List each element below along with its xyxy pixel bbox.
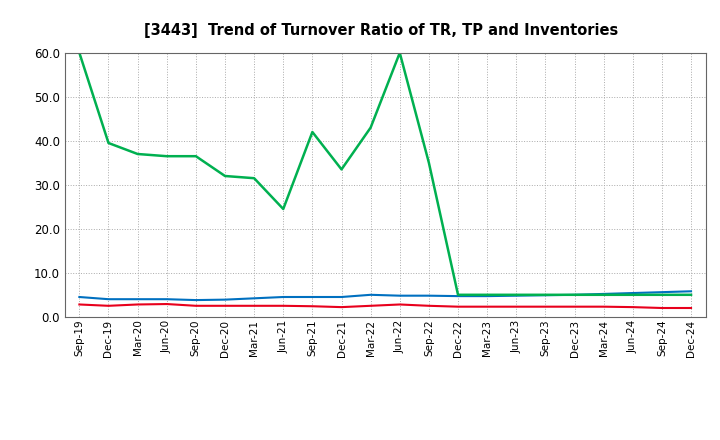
Trade Payables xyxy=(192,297,200,303)
Trade Payables xyxy=(250,296,258,301)
Trade Receivables xyxy=(483,304,492,309)
Trade Payables xyxy=(657,290,666,295)
Inventories xyxy=(366,125,375,130)
Trade Payables xyxy=(687,289,696,294)
Line: Trade Payables: Trade Payables xyxy=(79,291,691,300)
Inventories xyxy=(570,292,579,297)
Trade Payables xyxy=(308,294,317,300)
Trade Receivables xyxy=(629,304,637,310)
Trade Receivables xyxy=(104,303,113,308)
Line: Inventories: Inventories xyxy=(79,53,691,295)
Trade Receivables xyxy=(454,304,462,309)
Trade Payables xyxy=(220,297,229,302)
Inventories xyxy=(133,151,142,157)
Trade Payables xyxy=(454,293,462,299)
Trade Receivables xyxy=(133,302,142,307)
Inventories xyxy=(599,292,608,297)
Trade Payables xyxy=(512,293,521,298)
Trade Receivables xyxy=(75,302,84,307)
Trade Payables xyxy=(75,294,84,300)
Trade Receivables xyxy=(337,304,346,310)
Trade Receivables xyxy=(192,303,200,308)
Trade Receivables xyxy=(163,301,171,307)
Trade Payables xyxy=(599,291,608,297)
Trade Payables xyxy=(133,297,142,302)
Trade Payables xyxy=(425,293,433,298)
Trade Payables xyxy=(541,293,550,298)
Trade Receivables xyxy=(395,302,404,307)
Trade Payables xyxy=(570,292,579,297)
Trade Receivables xyxy=(366,303,375,308)
Trade Receivables xyxy=(220,303,229,308)
Trade Receivables xyxy=(512,304,521,309)
Inventories xyxy=(483,292,492,297)
Inventories xyxy=(512,292,521,297)
Inventories xyxy=(657,292,666,297)
Trade Receivables xyxy=(570,304,579,309)
Trade Receivables xyxy=(687,305,696,311)
Trade Payables xyxy=(395,293,404,298)
Trade Payables xyxy=(163,297,171,302)
Inventories xyxy=(425,160,433,165)
Inventories xyxy=(250,176,258,181)
Inventories xyxy=(454,292,462,297)
Trade Receivables xyxy=(250,303,258,308)
Inventories xyxy=(163,154,171,159)
Trade Receivables xyxy=(279,303,287,308)
Inventories xyxy=(308,129,317,135)
Inventories xyxy=(75,50,84,55)
Text: [3443]  Trend of Turnover Ratio of TR, TP and Inventories: [3443] Trend of Turnover Ratio of TR, TP… xyxy=(145,23,618,38)
Inventories xyxy=(192,154,200,159)
Trade Receivables xyxy=(308,304,317,309)
Inventories xyxy=(541,292,550,297)
Trade Payables xyxy=(483,293,492,299)
Trade Receivables xyxy=(425,303,433,308)
Inventories xyxy=(395,50,404,55)
Trade Payables xyxy=(104,297,113,302)
Inventories xyxy=(687,292,696,297)
Trade Payables xyxy=(366,292,375,297)
Line: Trade Receivables: Trade Receivables xyxy=(79,304,691,308)
Trade Receivables xyxy=(599,304,608,309)
Trade Receivables xyxy=(541,304,550,309)
Inventories xyxy=(104,140,113,146)
Inventories xyxy=(629,292,637,297)
Inventories xyxy=(220,173,229,179)
Trade Payables xyxy=(629,290,637,296)
Trade Payables xyxy=(337,294,346,300)
Trade Payables xyxy=(279,294,287,300)
Inventories xyxy=(279,206,287,212)
Inventories xyxy=(337,167,346,172)
Trade Receivables xyxy=(657,305,666,311)
